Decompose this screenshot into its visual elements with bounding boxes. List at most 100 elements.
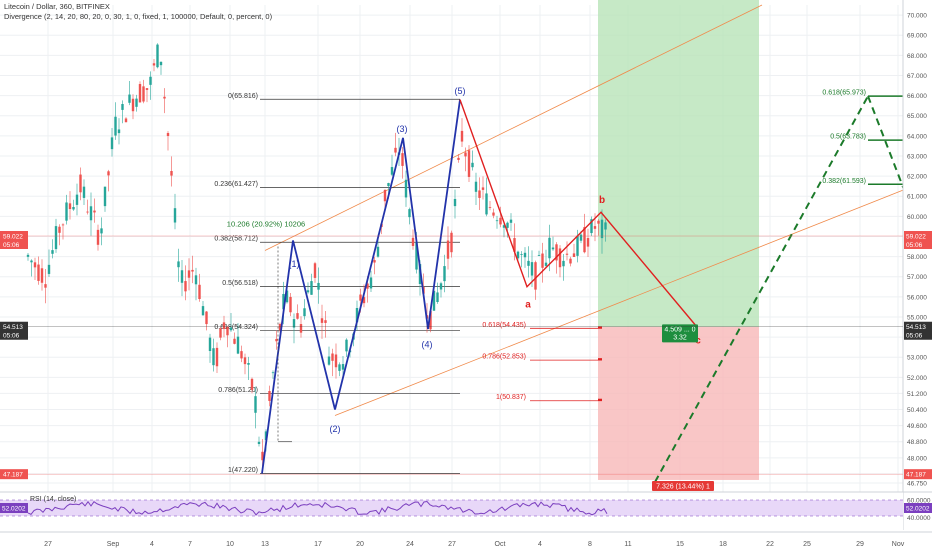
- entry-price-left-value: 54.513: [3, 324, 23, 331]
- price-tick: 48.800: [907, 439, 927, 446]
- position-zones: [598, 0, 759, 480]
- time-axis[interactable]: 27 Sep 4 7 10 13 17 20 24 27 Oct 4 8 11 15 18 22 25 29 Nov: [0, 531, 932, 548]
- wave-label: (4): [422, 339, 433, 349]
- time-tick: 27: [448, 541, 456, 548]
- price-tick: 61.000: [907, 194, 927, 201]
- price-tick: 56.000: [907, 294, 927, 301]
- rsi-band: [0, 500, 903, 516]
- candle-body: [320, 318, 324, 323]
- candle-body: [499, 217, 502, 225]
- candle-body: [509, 219, 513, 223]
- candle-body: [205, 311, 208, 325]
- candle-body: [478, 190, 481, 198]
- candle-body: [264, 431, 268, 441]
- last-price-left-badge: [0, 230, 28, 249]
- fib-label: 0.382(58.712): [214, 236, 258, 243]
- candle-body: [446, 240, 450, 259]
- candle-body: [317, 282, 320, 290]
- entry-price-left-time: 05:06: [3, 333, 20, 340]
- candle-body: [534, 262, 537, 290]
- time-tick: 24: [406, 541, 414, 548]
- candle-body: [201, 306, 205, 316]
- candle-body: [537, 255, 541, 256]
- wave-label: (2): [330, 424, 341, 434]
- wave-label: a: [525, 300, 531, 311]
- candle-body: [131, 98, 135, 112]
- stop-zone: [598, 326, 759, 480]
- candle-body: [310, 281, 313, 295]
- candle-body: [408, 209, 411, 218]
- candle-body: [576, 235, 579, 256]
- candle-body: [282, 293, 285, 310]
- candle-body: [341, 364, 345, 370]
- fib-label: 0.786(51.20): [218, 387, 258, 394]
- price-tick: 51.200: [907, 391, 927, 398]
- rsi-panel: RSI (14, close) 60.0000 40.0000 52.0202 52.0…: [0, 491, 932, 530]
- candle-body: [47, 264, 51, 274]
- candle-body: [184, 281, 187, 292]
- price-tick: 50.400: [907, 407, 927, 414]
- candle-body: [485, 193, 488, 215]
- price-tick: 63.000: [907, 153, 927, 160]
- candle-body: [558, 248, 562, 268]
- candle-body: [240, 351, 243, 359]
- fib-label: 0.618(54.324): [214, 324, 258, 331]
- candle-body: [597, 220, 600, 224]
- candle-body: [450, 232, 453, 253]
- fib-label: 0(65.816): [228, 93, 258, 100]
- price-tick: 69.000: [907, 33, 927, 40]
- wave-label: (3): [397, 124, 408, 134]
- candle-body: [65, 202, 68, 221]
- green-fib-label: 0.382(61.593): [822, 178, 866, 185]
- candle-body: [100, 228, 103, 234]
- candle-body: [285, 290, 289, 303]
- red-fib-label: 0.618(54.435): [482, 322, 526, 329]
- candle-body: [68, 203, 72, 210]
- candle-body: [26, 254, 30, 257]
- red-fib-label: 0.786(52.853): [482, 354, 526, 361]
- candle-body: [523, 252, 527, 258]
- price-tick: 53.000: [907, 355, 927, 362]
- candle-body: [89, 206, 93, 221]
- time-tick: 13: [261, 541, 269, 548]
- candle-body: [198, 284, 201, 300]
- entry-price-right-badge: [904, 321, 932, 340]
- last-price-left-value: 59.022: [3, 233, 23, 240]
- candle-body: [135, 98, 138, 107]
- candle-body: [177, 261, 180, 268]
- candle-body: [366, 283, 369, 289]
- candle-body: [579, 234, 583, 241]
- candle-body: [289, 296, 292, 313]
- entry-price-right-time: 05:06: [906, 333, 923, 340]
- candle-body: [488, 207, 492, 208]
- time-tick: 4: [150, 541, 154, 548]
- candle-body: [513, 238, 516, 252]
- price-tick: 68.000: [907, 53, 927, 60]
- candle-body: [390, 167, 394, 175]
- corrective-wave: [459, 99, 698, 328]
- candle-body: [142, 86, 145, 102]
- candle-body: [338, 364, 341, 371]
- candle-body: [268, 391, 271, 401]
- rsi-value: 52.0202: [906, 506, 930, 513]
- chart-title[interactable]: Litecoin / Dollar, 360, BITFINEX: [4, 2, 110, 11]
- last-price-right-time: 05:06: [906, 242, 923, 249]
- candle-body: [250, 378, 254, 390]
- indicator-legend[interactable]: Divergence (2, 14, 20, 80, 20, 0, 30, 1,…: [4, 12, 273, 21]
- candle-body: [303, 308, 306, 317]
- candle-body: [247, 363, 250, 365]
- price-tick: 58.000: [907, 254, 927, 261]
- candle-body: [299, 324, 303, 333]
- channel-lower: [334, 189, 904, 416]
- candle-body: [464, 152, 467, 157]
- candle-body: [600, 219, 604, 239]
- projection-down: [867, 95, 906, 193]
- candle-body: [278, 323, 282, 331]
- candle-body: [96, 229, 100, 245]
- candle-body: [548, 237, 551, 259]
- candle-body: [324, 320, 327, 323]
- candle-body: [79, 174, 82, 193]
